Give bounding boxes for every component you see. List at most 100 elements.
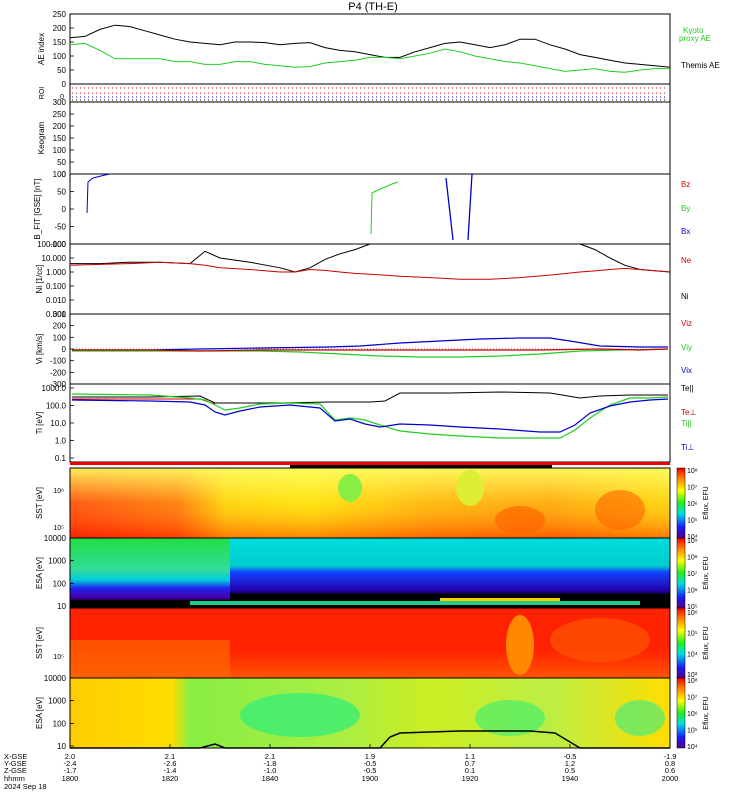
footer-x-gse: X-GSE <box>4 752 27 761</box>
footer-labels: X-GSE Y-GSE Z-GSE hhmm 2024 Sep 18 <box>4 752 47 791</box>
ae-tick-label: 50 <box>57 66 66 75</box>
time-tick-y: 0.7 <box>465 759 475 768</box>
keogram-tick-label: 250 <box>53 110 67 119</box>
time-axis: 2.0-2.4-1.718002.1-2.6-1.418202.1-1.8-1.… <box>62 744 679 783</box>
velocity-tick-label: 0 <box>62 345 67 354</box>
time-tick-y: -2.6 <box>164 759 177 768</box>
temperature-yticks: 0.1 1.0 10.0 100.0 1000.0 <box>42 384 74 463</box>
ti-par-line <box>71 393 669 439</box>
time-tick-y: -2.4 <box>64 759 77 768</box>
esa-i-tick-label: 1000 <box>48 697 66 706</box>
time-tick-z: -0.5 <box>364 766 377 775</box>
mode-bar <box>70 462 670 468</box>
esa-i-yticks: 10 100 1000 10000 <box>44 674 74 751</box>
time-tick-x: 1.1 <box>465 752 475 761</box>
legend-proxy-ae: proxy AE <box>679 34 711 43</box>
ae-tick-label: 200 <box>53 24 67 33</box>
keogram-tick-label: 150 <box>53 134 67 143</box>
time-tick-hhmm: 2000 <box>662 774 679 783</box>
esa-e-zlabel: Eflux, EFU <box>703 556 710 589</box>
time-tick-z: 0.5 <box>565 766 575 775</box>
ae-ylabel: AE index <box>37 33 46 65</box>
temperature-ylabel: Ti [eV] <box>35 412 44 435</box>
viz-line <box>72 348 669 352</box>
density-tick-label: 10.000 <box>42 254 67 263</box>
time-tick-hhmm: 1820 <box>162 774 179 783</box>
footer-hhmm: hhmm <box>4 774 25 783</box>
density-yticks: 0.001 0.010 0.100 1.000 10.000 100.000 <box>37 240 74 319</box>
time-tick-y: 0.8 <box>665 759 675 768</box>
sst-e-colorbar <box>676 467 686 539</box>
time-tick-z: 0.1 <box>465 766 475 775</box>
sst-e-colorbar-ticks: 10⁴ 10⁵ 10⁶ 10⁷ 10⁸ <box>687 468 698 541</box>
velocity-tick-label: -100 <box>50 357 67 366</box>
time-tick-x: 1.9 <box>365 752 375 761</box>
sst-i-ztick-label: 10⁴ <box>687 651 698 658</box>
esa-i-tick-label: 10000 <box>44 674 67 683</box>
keogram-ylabel: Keogram <box>37 121 46 154</box>
sst-i-ztick-label: 10⁶ <box>687 610 698 617</box>
time-tick-y: -0.5 <box>364 759 377 768</box>
roi-ytick: 0 <box>60 94 64 101</box>
sst-e-ytick-2: 10⁵ <box>53 525 64 532</box>
esa-i-colorbar-ticks: 10⁴ 10⁵ 10⁶ 10⁷ 10⁸ <box>687 678 698 751</box>
time-tick-y: -1.8 <box>264 759 277 768</box>
density-panel: Ni [1/cc] 0.001 0.010 0.100 1.000 10.000 100.… <box>35 240 692 319</box>
velocity-tick-label: -200 <box>50 368 67 377</box>
time-tick-x: -1.9 <box>664 752 677 761</box>
sst-i-ztick-label: 10³ <box>687 672 698 679</box>
density-tick-label: 0.100 <box>46 282 67 291</box>
ae-yticks: 0 50 100 150 200 250 <box>53 10 74 89</box>
density-ylabel: Ni [1/cc] <box>35 265 44 294</box>
sst-e-ztick-label: 10⁴ <box>687 534 698 541</box>
legend-te-par: Te|| <box>681 384 694 393</box>
temperature-tick-label: 0.1 <box>55 454 67 463</box>
bfield-ylabel: B_FIT [GSE] [nT] <box>33 178 42 239</box>
time-tick-y: 1.2 <box>565 759 575 768</box>
footer-z-gse: Z-GSE <box>4 766 27 775</box>
vix-line <box>72 337 668 351</box>
esa-i-ztick-label: 10⁸ <box>687 678 698 685</box>
legend-ni: Ni <box>681 292 689 301</box>
bx-trace-3 <box>467 173 473 241</box>
esa-i-tick-label: 10 <box>57 742 66 751</box>
themis-ae-line <box>69 24 671 68</box>
sst-i-ytick-1: 10⁵ <box>53 654 64 661</box>
ae-tick-label: 250 <box>53 10 67 19</box>
esa-e-tick-label: 100 <box>53 579 67 588</box>
bfield-tick-label: 50 <box>57 188 66 197</box>
bfield-tick-label: -50 <box>54 223 66 232</box>
plot-title: P4 (TH-E) <box>348 1 398 13</box>
legend-viz: Viz <box>681 319 692 328</box>
keogram-panel: Keogram 0 50 100 150 200 250 300 <box>37 98 671 179</box>
legend-ti-perp: Ti⊥ <box>681 443 694 452</box>
bfield-tick-label: 100 <box>53 170 67 179</box>
ae-tick-label: 100 <box>53 52 67 61</box>
sst-e-zlabel: Eflux, EFU <box>703 486 710 519</box>
legend-bz: Bz <box>681 180 690 189</box>
bx-trace-1 <box>86 173 111 214</box>
temperature-tick-label: 100.0 <box>46 402 67 411</box>
legend-bx: Bx <box>681 227 690 236</box>
ae-tick-label: 150 <box>53 38 67 47</box>
legend-kyoto: Kyoto <box>683 26 704 35</box>
velocity-tick-label: 200 <box>53 322 67 331</box>
ni-line <box>70 243 671 273</box>
ae-tick-label: 0 <box>62 80 67 89</box>
roi-panel: ROI 0 <box>39 83 671 103</box>
esa-i-ylabel: ESA [eV] <box>35 697 44 729</box>
time-tick-hhmm: 1900 <box>362 774 379 783</box>
time-tick-x: 2.1 <box>165 752 175 761</box>
keogram-tick-label: 50 <box>57 158 66 167</box>
temperature-panel: Ti [eV] 0.1 1.0 10.0 100.0 1000.0 Te|| Te⊥ T… <box>35 383 696 463</box>
time-tick-hhmm: 1840 <box>262 774 279 783</box>
roi-ylabel: ROI <box>39 87 46 100</box>
time-tick-x: 2.0 <box>65 752 75 761</box>
esa-e-ztick-label: 10⁶ <box>687 588 698 595</box>
esa-e-yticks: 10 100 1000 10000 <box>44 534 74 611</box>
footer-date: 2024 Sep 18 <box>4 782 47 791</box>
legend-by: By <box>681 204 690 213</box>
